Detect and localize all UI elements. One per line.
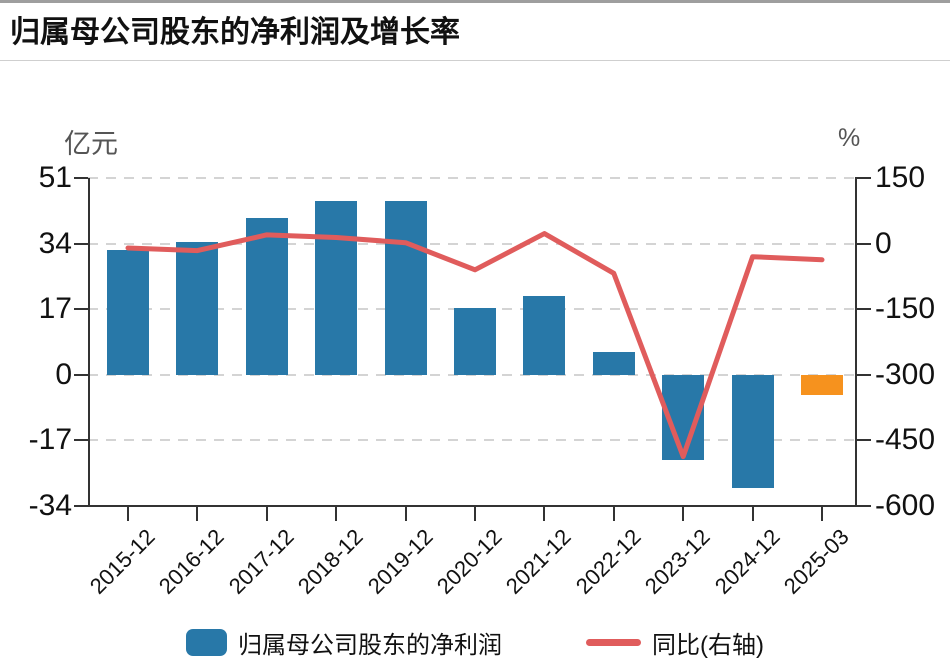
right-axis-tick-label: -150 xyxy=(875,292,936,326)
yoy-trend-polyline[interactable] xyxy=(125,231,825,460)
right-axis-tick xyxy=(855,177,871,179)
bar-2016-12[interactable] xyxy=(176,242,219,375)
right-axis-tick-label: -300 xyxy=(875,357,936,391)
x-axis-tick xyxy=(335,506,338,521)
left-axis-tick xyxy=(74,308,88,311)
bar-2021-12[interactable] xyxy=(523,295,566,375)
left-axis-line xyxy=(88,178,90,507)
bar-2015-12[interactable] xyxy=(107,249,149,375)
x-axis-tick xyxy=(474,506,476,521)
bar-2017-12[interactable] xyxy=(245,217,288,375)
legend-item-yoy[interactable]: 同比(右轴) xyxy=(586,625,764,660)
x-axis-tick xyxy=(682,506,685,521)
bar-2025-03[interactable] xyxy=(801,374,843,395)
bar-legend-swatch xyxy=(186,628,227,656)
left-axis-tick xyxy=(74,505,88,507)
legend-item-net-profit[interactable]: 归属母公司股东的净利润 xyxy=(186,625,502,660)
right-axis-tick-label: -600 xyxy=(875,489,936,522)
x-axis-tick xyxy=(404,506,407,521)
right-axis-tick xyxy=(855,242,871,245)
right-axis-tick xyxy=(855,308,871,311)
x-axis-line xyxy=(74,505,871,507)
x-axis-tick xyxy=(196,506,199,521)
legend: 归属母公司股东的净利润 同比(右轴) xyxy=(0,622,950,662)
left-axis-tick xyxy=(74,439,88,442)
bar-legend-label: 归属母公司股东的净利润 xyxy=(238,631,502,659)
left-axis-tick-label: -34 xyxy=(28,489,72,522)
right-axis-tick xyxy=(855,373,871,376)
bar-2020-12[interactable] xyxy=(454,308,496,375)
left-axis-tick xyxy=(74,373,88,376)
right-axis-tick-label: -450 xyxy=(875,423,936,457)
bar-2022-12[interactable] xyxy=(592,352,635,375)
grid-line xyxy=(88,177,857,179)
bar-2018-12[interactable] xyxy=(315,201,358,375)
x-axis-tick xyxy=(543,506,546,521)
line-legend-swatch xyxy=(586,638,641,646)
x-axis-tick xyxy=(751,506,754,521)
x-axis-tick xyxy=(821,506,823,521)
yoy-trend-line[interactable] xyxy=(88,168,857,516)
x-axis-tick xyxy=(265,506,268,521)
bar-2024-12[interactable] xyxy=(731,374,774,488)
title-bar: 归属母公司股东的净利润及增长率 xyxy=(0,0,950,61)
x-axis-tick xyxy=(612,506,615,521)
page-title: 归属母公司股东的净利润及增长率 xyxy=(10,16,460,49)
right-axis-unit: % xyxy=(838,124,861,152)
grid-line xyxy=(88,439,857,442)
left-axis-tick-label: 17 xyxy=(38,292,72,326)
left-axis-unit: 亿元 xyxy=(64,129,118,159)
left-axis-tick xyxy=(74,177,88,179)
left-axis-tick xyxy=(74,242,88,245)
right-axis-tick-label: 0 xyxy=(875,226,892,260)
right-axis-tick-label: 150 xyxy=(875,161,926,194)
grid-line xyxy=(88,242,857,245)
right-axis-line xyxy=(855,178,857,507)
left-axis-tick-label: 51 xyxy=(38,161,72,194)
left-axis-tick-label: -17 xyxy=(28,423,72,457)
left-axis-tick-label: 0 xyxy=(55,357,72,391)
bar-2019-12[interactable] xyxy=(384,201,427,375)
right-axis-tick xyxy=(855,439,871,442)
x-axis-tick xyxy=(127,506,129,521)
right-axis-tick xyxy=(855,505,871,507)
grid-line xyxy=(88,373,857,376)
line-legend-label: 同比(右轴) xyxy=(652,631,764,659)
left-axis-tick-label: 34 xyxy=(38,226,72,260)
